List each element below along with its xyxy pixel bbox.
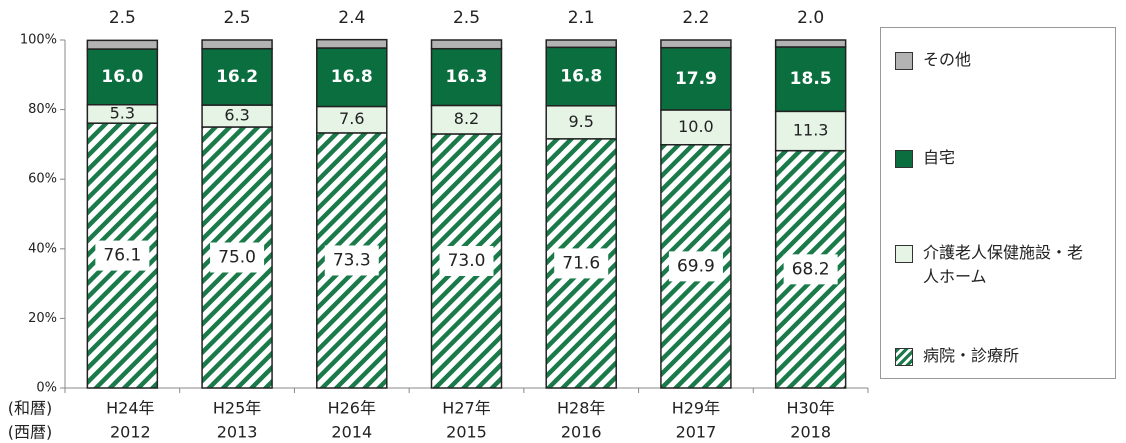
legend-label: 自宅: [923, 148, 956, 167]
bar-segment: [774, 110, 847, 152]
y-tick-label: 60%: [28, 172, 57, 187]
x-tick-label: H29年: [672, 399, 720, 418]
legend-label: 病院・診療所: [923, 346, 1020, 365]
value-label: 73.3: [333, 250, 371, 270]
bar-segment: [660, 39, 732, 49]
value-label: 2.2: [682, 8, 709, 28]
legend-item: その他: [895, 50, 1093, 72]
value-label: 2.4: [338, 8, 365, 28]
legend-item: 自宅: [895, 148, 1093, 170]
legend-item: 病院・診療所: [895, 346, 1093, 368]
x-tick-label-year: 2016: [561, 423, 602, 442]
bar-segment: [774, 46, 847, 113]
label-box: [783, 254, 838, 285]
x-tick-label: H24年: [106, 399, 154, 418]
x-tick-label-year: 2013: [217, 423, 258, 442]
value-label: 16.8: [560, 67, 602, 87]
legend-label: 介護老人保健施設・老人ホーム: [923, 243, 1084, 286]
legend-swatch: [895, 245, 913, 263]
value-label: 11.3: [793, 121, 829, 140]
y-tick-label: 80%: [28, 102, 57, 117]
legend-swatch: [895, 348, 913, 366]
bar-segment: [316, 47, 388, 108]
x-tick-label-year: 2012: [110, 423, 151, 442]
value-label: 73.0: [448, 251, 486, 271]
value-label: 2.0: [797, 8, 824, 28]
value-label: 10.0: [678, 117, 714, 136]
bar-segment: [201, 39, 273, 50]
label-box: [210, 242, 265, 273]
legend-swatch: [895, 150, 913, 168]
chart: 0% 20% 40% 60% 80% 100% (和暦) (西暦) H24年 2012 76.1 5.…: [8, 8, 869, 442]
x-tick-label: H30年: [786, 399, 834, 418]
bar-segment: [774, 39, 847, 48]
bar-segment: [545, 105, 617, 140]
label-box: [439, 245, 494, 276]
value-label: 16.0: [101, 67, 143, 87]
bar-segment: [545, 46, 617, 107]
bar-segment: [86, 39, 159, 50]
value-label: 68.2: [792, 259, 830, 279]
x-tick-label-year: 2014: [331, 423, 372, 442]
bar-segment: [430, 39, 503, 50]
category-row-label: (和暦): [8, 399, 53, 418]
legend-label: その他: [923, 50, 972, 69]
value-label: 75.0: [218, 248, 256, 268]
bar-segment: [545, 39, 617, 49]
category-row-label: (西暦): [8, 423, 53, 442]
legend-swatch: [895, 52, 913, 70]
label-box: [668, 251, 723, 282]
x-tick-label: H27年: [442, 399, 490, 418]
value-label: 71.6: [562, 253, 600, 273]
label-box: [324, 245, 379, 276]
value-label: 18.5: [790, 69, 832, 89]
value-label: 2.5: [453, 8, 480, 28]
x-tick-label-year: 2015: [446, 423, 487, 442]
value-label: 69.9: [677, 256, 715, 276]
bar-segment: [316, 38, 388, 49]
value-label: 8.2: [454, 109, 479, 128]
y-tick-label: 40%: [28, 241, 57, 256]
value-label: 16.8: [331, 67, 373, 87]
legend: その他自宅介護老人保健施設・老人ホーム病院・診療所: [880, 27, 1116, 379]
y-tick-label: 0%: [36, 381, 57, 396]
x-tick-label-year: 2017: [676, 423, 717, 442]
x-tick-label: H28年: [557, 399, 605, 418]
value-label: 5.3: [110, 103, 135, 122]
value-label: 2.5: [224, 8, 251, 28]
value-label: 2.5: [109, 8, 136, 28]
label-box: [554, 248, 609, 279]
legend-item: 介護老人保健施設・老人ホーム: [895, 243, 1093, 289]
y-tick-label: 100%: [20, 33, 57, 48]
value-label: 9.5: [568, 112, 593, 131]
y-tick-label: 20%: [28, 311, 57, 326]
value-label: 76.1: [103, 246, 141, 266]
value-label: 16.3: [446, 67, 488, 87]
x-tick-label: H25年: [213, 399, 261, 418]
label-box: [95, 240, 150, 271]
value-label: 6.3: [224, 106, 249, 125]
x-tick-label-year: 2018: [790, 423, 831, 442]
value-label: 17.9: [675, 69, 717, 89]
value-label: 2.1: [568, 8, 595, 28]
value-label: 16.2: [216, 67, 258, 87]
bar-segment: [316, 105, 388, 134]
x-tick-label: H26年: [328, 399, 376, 418]
value-label: 7.6: [339, 109, 364, 128]
